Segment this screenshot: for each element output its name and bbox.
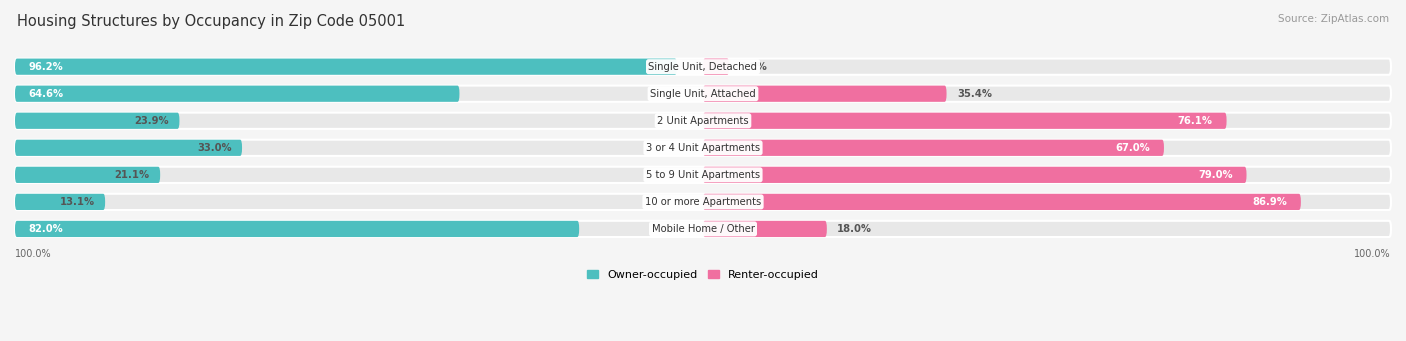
Text: 96.2%: 96.2% [28, 62, 63, 72]
Text: 23.9%: 23.9% [135, 116, 169, 126]
FancyBboxPatch shape [703, 140, 1164, 156]
FancyBboxPatch shape [15, 221, 579, 237]
FancyBboxPatch shape [15, 59, 676, 75]
FancyBboxPatch shape [703, 194, 1301, 210]
Text: 5 to 9 Unit Apartments: 5 to 9 Unit Apartments [645, 170, 761, 180]
Text: 82.0%: 82.0% [28, 224, 63, 234]
Text: 100.0%: 100.0% [1354, 249, 1391, 259]
FancyBboxPatch shape [15, 167, 1391, 183]
Legend: Owner-occupied, Renter-occupied: Owner-occupied, Renter-occupied [582, 265, 824, 284]
FancyBboxPatch shape [15, 86, 1391, 102]
FancyBboxPatch shape [15, 113, 180, 129]
Text: 13.1%: 13.1% [59, 197, 94, 207]
Text: Single Unit, Detached: Single Unit, Detached [648, 62, 758, 72]
FancyBboxPatch shape [15, 194, 105, 210]
Text: 33.0%: 33.0% [197, 143, 232, 153]
Text: 67.0%: 67.0% [1115, 143, 1150, 153]
FancyBboxPatch shape [703, 59, 730, 75]
FancyBboxPatch shape [15, 59, 1391, 75]
Text: Single Unit, Attached: Single Unit, Attached [650, 89, 756, 99]
Text: Source: ZipAtlas.com: Source: ZipAtlas.com [1278, 14, 1389, 24]
Text: 10 or more Apartments: 10 or more Apartments [645, 197, 761, 207]
FancyBboxPatch shape [15, 140, 1391, 156]
Text: 35.4%: 35.4% [957, 89, 991, 99]
Text: 64.6%: 64.6% [28, 89, 63, 99]
FancyBboxPatch shape [15, 167, 160, 183]
Text: 21.1%: 21.1% [115, 170, 150, 180]
FancyBboxPatch shape [15, 140, 242, 156]
FancyBboxPatch shape [703, 113, 1226, 129]
FancyBboxPatch shape [15, 194, 1391, 210]
Text: 86.9%: 86.9% [1253, 197, 1286, 207]
Text: 79.0%: 79.0% [1198, 170, 1233, 180]
Text: Mobile Home / Other: Mobile Home / Other [651, 224, 755, 234]
FancyBboxPatch shape [703, 221, 827, 237]
Text: 3.8%: 3.8% [740, 62, 768, 72]
FancyBboxPatch shape [703, 86, 946, 102]
FancyBboxPatch shape [15, 86, 460, 102]
Text: 100.0%: 100.0% [15, 249, 52, 259]
FancyBboxPatch shape [15, 113, 1391, 129]
Text: Housing Structures by Occupancy in Zip Code 05001: Housing Structures by Occupancy in Zip C… [17, 14, 405, 29]
Text: 18.0%: 18.0% [837, 224, 872, 234]
Text: 76.1%: 76.1% [1178, 116, 1213, 126]
Text: 2 Unit Apartments: 2 Unit Apartments [657, 116, 749, 126]
FancyBboxPatch shape [15, 221, 1391, 237]
Text: 3 or 4 Unit Apartments: 3 or 4 Unit Apartments [645, 143, 761, 153]
FancyBboxPatch shape [703, 167, 1247, 183]
